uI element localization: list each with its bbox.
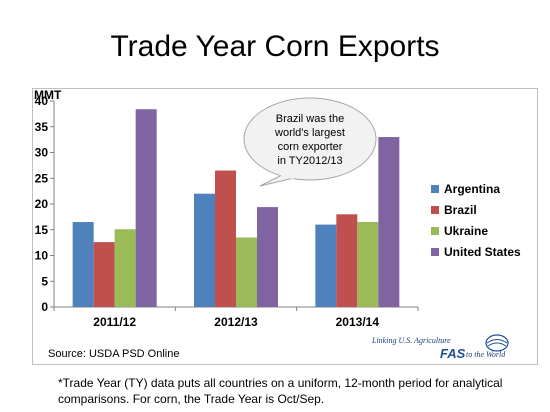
logo-fas: FAS xyxy=(440,346,466,361)
bar-united-states-2012-13 xyxy=(257,207,278,307)
bar-ukraine-2012-13 xyxy=(236,237,257,307)
slide-title: Trade Year Corn Exports xyxy=(110,30,440,63)
y-tick-label: 25 xyxy=(35,171,49,185)
callout-line-1: Brazil was the xyxy=(276,113,344,125)
source-note: Source: USDA PSD Online xyxy=(48,348,179,360)
callout-line-2: world's largest xyxy=(274,127,345,139)
legend-label: Argentina xyxy=(444,182,500,196)
x-tick-label: 2011/12 xyxy=(93,315,136,329)
bar-brazil-2011-12 xyxy=(93,242,115,307)
bar-brazil-2013-14 xyxy=(336,214,358,307)
y-tick-label: 10 xyxy=(35,249,49,263)
x-tick-label: 2012/13 xyxy=(214,315,258,329)
legend-label: Brazil xyxy=(444,203,477,217)
callout-line-4: in TY2012/13 xyxy=(277,155,342,167)
legend-swatch xyxy=(431,227,439,235)
legend-swatch xyxy=(431,185,439,193)
bar-brazil-2012-13 xyxy=(215,170,236,307)
logo-tagline-bottom: to the World xyxy=(466,350,506,359)
callout-bubble: Brazil was the world's largest corn expo… xyxy=(243,97,377,187)
corn-exports-chart: MMT 0 5 10 15 20 25 30 35 40 2011/12 2012/13 2013/… xyxy=(34,88,521,360)
legend-label: United States xyxy=(444,245,521,259)
fas-logo: Linking U.S. Agriculture FAS to the Worl… xyxy=(372,334,532,362)
legend-swatch xyxy=(431,206,439,214)
y-tick-label: 40 xyxy=(35,94,49,108)
footnote: *Trade Year (TY) data puts all countries… xyxy=(58,376,503,406)
y-tick-label: 20 xyxy=(35,197,49,211)
bar-united-states-2011-12 xyxy=(135,109,157,308)
bar-argentina-2012-13 xyxy=(194,193,215,307)
bar-ukraine-2011-12 xyxy=(114,229,136,307)
bar-argentina-2011-12 xyxy=(72,222,94,307)
logo-tagline-top: Linking U.S. Agriculture xyxy=(372,336,451,345)
y-tick-label: 35 xyxy=(35,120,49,134)
bar-ukraine-2013-14 xyxy=(357,222,379,307)
y-tick-label: 5 xyxy=(41,274,48,288)
bar-argentina-2013-14 xyxy=(315,224,337,307)
legend: Argentina Brazil Ukraine United States xyxy=(431,182,521,259)
y-tick-label: 30 xyxy=(35,146,49,160)
legend-label: Ukraine xyxy=(444,224,488,238)
y-tick-label: 0 xyxy=(41,300,48,314)
globe-icon xyxy=(485,334,509,352)
legend-swatch xyxy=(431,248,439,256)
callout-line-3: corn exporter xyxy=(278,141,343,153)
y-axis-label: MMT xyxy=(34,88,62,102)
y-tick-label: 15 xyxy=(35,223,49,237)
x-tick-label: 2013/14 xyxy=(336,315,380,329)
bar-united-states-2013-14 xyxy=(378,137,400,307)
